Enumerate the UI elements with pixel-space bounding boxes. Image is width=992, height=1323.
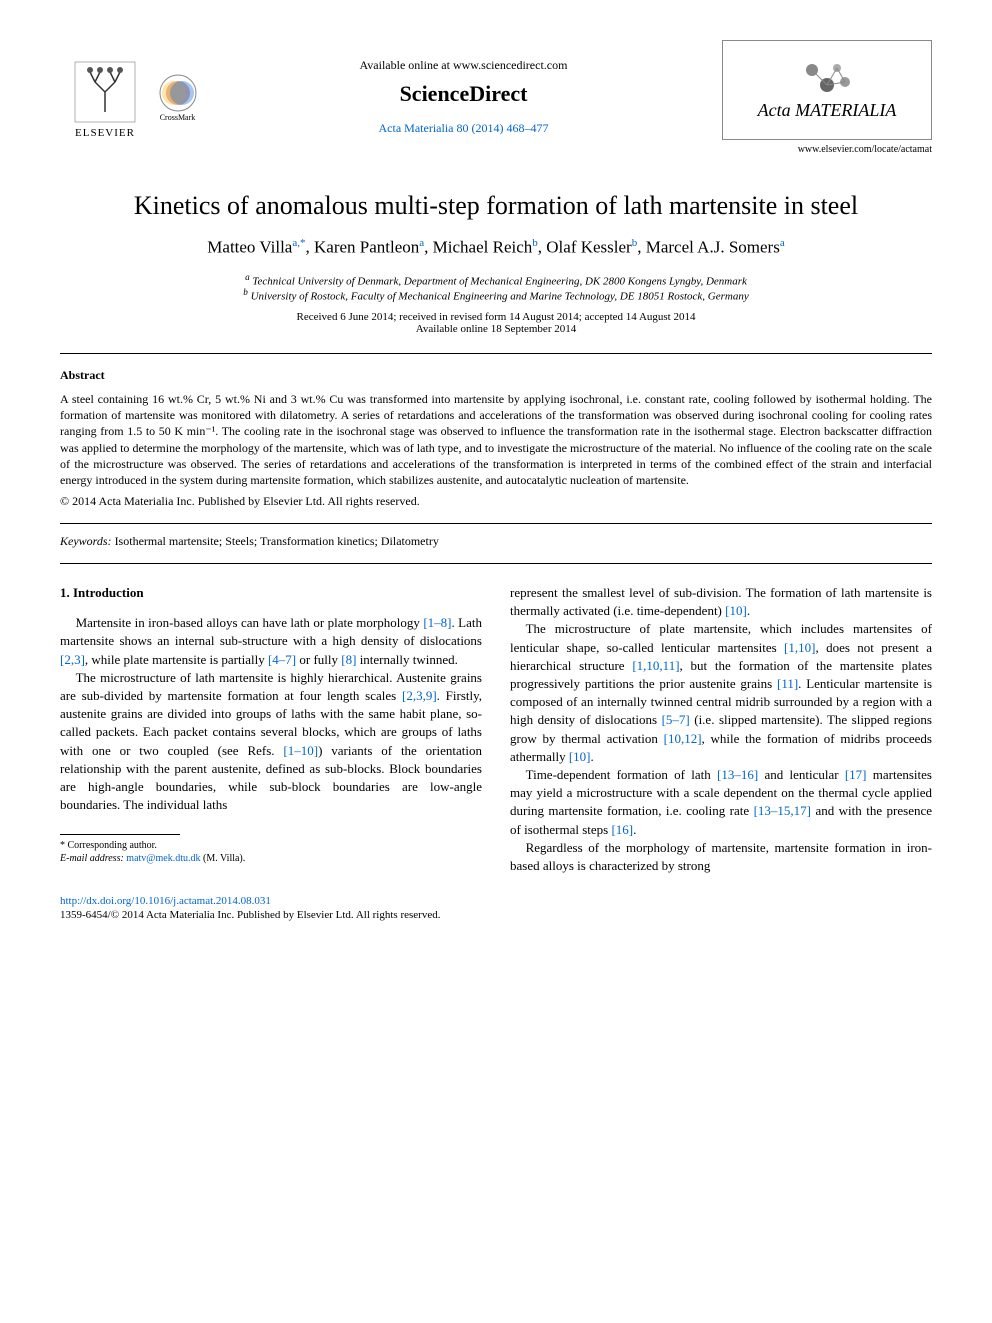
- journal-network-icon: [797, 60, 857, 100]
- author-3: Michael Reich: [433, 238, 533, 257]
- keywords-line: Keywords: Isothermal martensite; Steels;…: [60, 534, 932, 549]
- author-1-affil: a,*: [292, 237, 305, 249]
- author-4: Olaf Kessler: [546, 238, 631, 257]
- ref-link[interactable]: [1,10,11]: [632, 658, 679, 673]
- p1-t1: Martensite in iron-based alloys can have…: [76, 615, 424, 630]
- intro-para-3: represent the smallest level of sub-divi…: [510, 584, 932, 620]
- affiliation-b-text: University of Rostock, Faculty of Mechan…: [251, 291, 749, 303]
- author-3-affil: b: [532, 237, 538, 249]
- ref-link[interactable]: [13–16]: [717, 767, 758, 782]
- rule-mid: [60, 523, 932, 524]
- p5-t5: .: [633, 822, 636, 837]
- affiliation-b: b University of Rostock, Faculty of Mech…: [60, 287, 932, 303]
- p1-t3: , while plate martensite is partially: [85, 652, 268, 667]
- ref-link[interactable]: [1,10]: [784, 640, 815, 655]
- ref-link[interactable]: [16]: [611, 822, 633, 837]
- author-1: Matteo Villa: [207, 238, 292, 257]
- intro-para-4: The microstructure of plate martensite, …: [510, 620, 932, 766]
- intro-para-2: The microstructure of lath martensite is…: [60, 669, 482, 815]
- email-label: E-mail address:: [60, 853, 124, 864]
- journal-logo: Acta MATERIALIA: [722, 40, 932, 140]
- affiliation-a-text: Technical University of Denmark, Departm…: [252, 275, 747, 287]
- rule-top: [60, 353, 932, 354]
- abstract-heading: Abstract: [60, 368, 932, 383]
- keywords-label: Keywords:: [60, 534, 112, 548]
- ref-link[interactable]: [8]: [341, 652, 356, 667]
- journal-url: www.elsevier.com/locate/actamat: [722, 144, 932, 155]
- footnote-separator: [60, 834, 180, 835]
- center-header: Available online at www.sciencedirect.co…: [205, 58, 722, 137]
- online-date: Available online 18 September 2014: [60, 323, 932, 335]
- author-2: Karen Pantleon: [314, 238, 419, 257]
- author-2-affil: a: [419, 237, 424, 249]
- ref-link[interactable]: [1–10]: [283, 743, 318, 758]
- p3-t1: represent the smallest level of sub-divi…: [510, 585, 932, 618]
- ref-link[interactable]: [11]: [777, 676, 798, 691]
- author-5: Marcel A.J. Somers: [646, 238, 780, 257]
- doi-url[interactable]: http://dx.doi.org/10.1016/j.actamat.2014…: [60, 895, 271, 907]
- abstract-text: A steel containing 16 wt.% Cr, 5 wt.% Ni…: [60, 391, 932, 488]
- ref-link[interactable]: [4–7]: [268, 652, 296, 667]
- affiliation-a: a Technical University of Denmark, Depar…: [60, 272, 932, 288]
- abstract-copyright: © 2014 Acta Materialia Inc. Published by…: [60, 494, 932, 509]
- p6-t1: Regardless of the morphology of martensi…: [510, 840, 932, 873]
- crossmark-badge[interactable]: CrossMark: [150, 70, 205, 125]
- corresponding-label: * Corresponding author.: [60, 839, 482, 852]
- ref-link[interactable]: [5–7]: [662, 712, 690, 727]
- ref-link[interactable]: [1–8]: [423, 615, 451, 630]
- rule-bottom: [60, 563, 932, 564]
- p5-t1: Time-dependent formation of lath: [526, 767, 717, 782]
- intro-para-5: Time-dependent formation of lath [13–16]…: [510, 766, 932, 839]
- ref-link[interactable]: [2,3]: [60, 652, 85, 667]
- journal-reference-link[interactable]: Acta Materialia 80 (2014) 468–477: [379, 121, 549, 135]
- right-column: represent the smallest level of sub-divi…: [510, 584, 932, 875]
- sciencedirect-logo: ScienceDirect: [205, 81, 722, 107]
- crossmark-icon: [158, 73, 198, 113]
- email-link[interactable]: matv@mek.dtu.dk: [126, 853, 200, 864]
- intro-heading: 1. Introduction: [60, 584, 482, 602]
- article-title: Kinetics of anomalous multi-step formati…: [60, 191, 932, 221]
- p5-t2: and lenticular: [758, 767, 845, 782]
- header-row: ELSEVIER CrossMark Available online at w…: [60, 40, 932, 155]
- doi-link[interactable]: http://dx.doi.org/10.1016/j.actamat.2014…: [60, 895, 932, 907]
- authors-line: Matteo Villaa,*, Karen Pantleona, Michae…: [60, 237, 932, 258]
- journal-name: Acta MATERIALIA: [758, 100, 897, 121]
- author-5-affil: a: [780, 237, 785, 249]
- ref-link[interactable]: [2,3,9]: [402, 688, 437, 703]
- email-suffix: (M. Villa).: [203, 853, 245, 864]
- elsevier-tree-icon: [70, 57, 140, 127]
- article-dates: Received 6 June 2014; received in revise…: [60, 311, 932, 335]
- intro-para-1: Martensite in iron-based alloys can have…: [60, 614, 482, 669]
- p3-t2: .: [747, 603, 750, 618]
- affiliations: a Technical University of Denmark, Depar…: [60, 272, 932, 303]
- ref-link[interactable]: [10]: [725, 603, 747, 618]
- journal-logo-block: Acta MATERIALIA www.elsevier.com/locate/…: [722, 40, 932, 155]
- author-4-affil: b: [632, 237, 638, 249]
- email-line: E-mail address: matv@mek.dtu.dk (M. Vill…: [60, 852, 482, 865]
- available-online-text: Available online at www.sciencedirect.co…: [205, 58, 722, 73]
- ref-link[interactable]: [10]: [569, 749, 591, 764]
- intro-para-6: Regardless of the morphology of martensi…: [510, 839, 932, 875]
- p4-t7: .: [591, 749, 594, 764]
- corresponding-footnote: * Corresponding author. E-mail address: …: [60, 839, 482, 865]
- p1-t4: or fully: [296, 652, 341, 667]
- keywords-text: Isothermal martensite; Steels; Transform…: [115, 534, 439, 548]
- elsevier-label: ELSEVIER: [75, 127, 135, 139]
- crossmark-label: CrossMark: [160, 113, 196, 122]
- ref-link[interactable]: [17]: [845, 767, 867, 782]
- ref-link[interactable]: [10,12]: [664, 731, 702, 746]
- ref-link[interactable]: [13–15,17]: [754, 803, 811, 818]
- footer-copyright: 1359-6454/© 2014 Acta Materialia Inc. Pu…: [60, 909, 932, 921]
- received-date: Received 6 June 2014; received in revise…: [60, 311, 932, 323]
- elsevier-logo: ELSEVIER: [60, 48, 150, 148]
- body-columns: 1. Introduction Martensite in iron-based…: [60, 584, 932, 875]
- left-column: 1. Introduction Martensite in iron-based…: [60, 584, 482, 875]
- p1-t5: internally twinned.: [356, 652, 457, 667]
